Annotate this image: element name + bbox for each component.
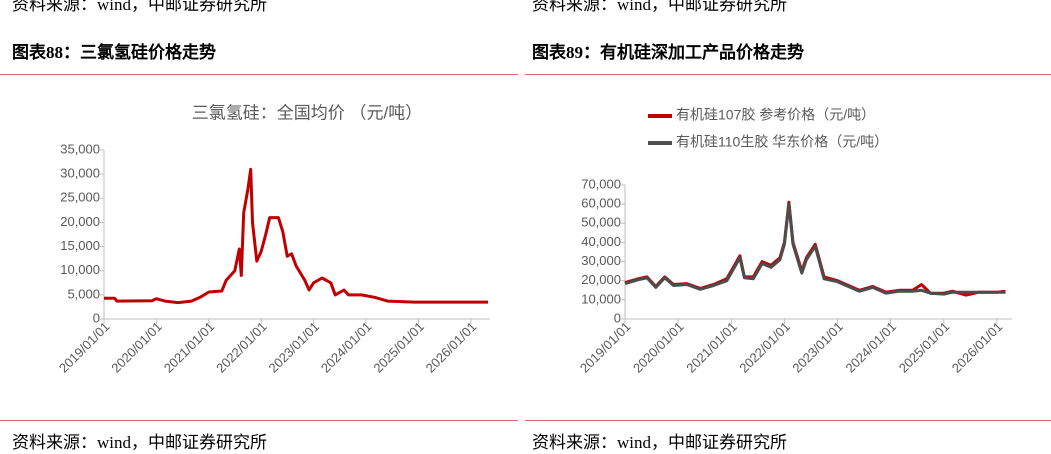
y-tick-label: 10,000 bbox=[581, 291, 621, 306]
y-tick-label: 10,000 bbox=[60, 262, 100, 277]
x-tick-label: 2025/01/01 bbox=[370, 319, 427, 376]
x-tick-label: 2021/01/01 bbox=[683, 319, 740, 376]
x-tick-label: 2025/01/01 bbox=[896, 319, 953, 376]
source-note: 资料来源：wind，中邮证券研究所 bbox=[532, 0, 787, 14]
y-tick-label: 50,000 bbox=[581, 215, 621, 230]
x-tick-label: 2026/01/01 bbox=[949, 319, 1006, 376]
x-tick-label: 2024/01/01 bbox=[318, 319, 375, 376]
y-tick-label: 60,000 bbox=[581, 196, 621, 211]
x-tick-label: 2020/01/01 bbox=[630, 319, 687, 376]
chart-title: 三氯氢硅：全国均价 （元/吨） bbox=[192, 103, 422, 122]
x-tick-label: 2021/01/01 bbox=[161, 319, 218, 376]
x-tick-label: 2022/01/01 bbox=[736, 319, 793, 376]
data-line bbox=[624, 202, 1006, 296]
x-tick-label: 2024/01/01 bbox=[842, 319, 899, 376]
data-line bbox=[104, 167, 488, 305]
x-tick-label: 2019/01/01 bbox=[577, 319, 634, 376]
y-tick-label: 15,000 bbox=[60, 238, 100, 253]
source-note: 资料来源：wind，中邮证券研究所 bbox=[532, 433, 787, 452]
x-tick-label: 2022/01/01 bbox=[213, 319, 270, 376]
x-tick-label: 2023/01/01 bbox=[265, 319, 322, 376]
x-tick-label: 2020/01/01 bbox=[108, 319, 165, 376]
source-note: 资料来源：wind，中邮证券研究所 bbox=[12, 433, 267, 452]
x-tick-label: 2026/01/01 bbox=[423, 319, 480, 376]
y-tick-label: 0 bbox=[93, 310, 100, 325]
source-note: 资料来源：wind，中邮证券研究所 bbox=[12, 0, 267, 14]
x-tick-label: 2019/01/01 bbox=[56, 319, 113, 376]
rule bbox=[525, 74, 1051, 75]
x-tick-label: 2023/01/01 bbox=[789, 319, 846, 376]
rule bbox=[0, 420, 518, 421]
figure-title: 图表88：三氯氢硅价格走势 bbox=[12, 43, 216, 62]
y-tick-label: 20,000 bbox=[60, 214, 100, 229]
legend-label: 有机硅110生胶 华东价格（元/吨） bbox=[676, 134, 888, 150]
y-tick-label: 35,000 bbox=[60, 141, 100, 156]
y-tick-label: 40,000 bbox=[581, 234, 621, 249]
y-tick-label: 70,000 bbox=[581, 176, 621, 191]
y-tick-label: 25,000 bbox=[60, 190, 100, 205]
y-tick-label: 30,000 bbox=[60, 166, 100, 181]
y-tick-label: 0 bbox=[614, 310, 621, 325]
y-tick-label: 5,000 bbox=[67, 286, 100, 301]
legend-label: 有机硅107胶 参考价格（元/吨） bbox=[676, 107, 875, 123]
y-tick-label: 20,000 bbox=[581, 272, 621, 287]
figure-title: 图表89：有机硅深加工产品价格走势 bbox=[532, 43, 804, 62]
rule bbox=[525, 420, 1051, 421]
y-tick-label: 30,000 bbox=[581, 253, 621, 268]
rule bbox=[0, 74, 518, 75]
